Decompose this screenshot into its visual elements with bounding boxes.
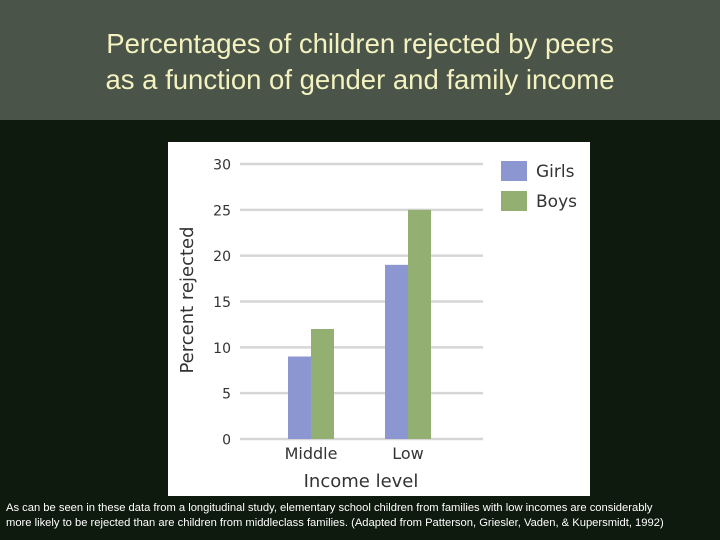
- grid-lines: [240, 162, 483, 441]
- legend-swatch-girls: [501, 161, 527, 181]
- x-tick-label: Low: [392, 444, 424, 463]
- legend-swatch-boys: [501, 191, 527, 211]
- y-tick-label: 30: [213, 158, 231, 174]
- y-tick-label: 5: [222, 387, 231, 403]
- legend-label-boys: Boys: [536, 192, 577, 212]
- slide-title: Percentages of children rejected by peer…: [0, 26, 720, 98]
- y-tick-label: 0: [222, 433, 231, 449]
- x-axis-label: Income level: [304, 471, 419, 492]
- bars: [288, 209, 431, 439]
- y-tick-label: 10: [213, 341, 231, 357]
- caption-line-2: more likely to be rejected than are chil…: [6, 517, 664, 529]
- bar-boys-middle: [311, 329, 334, 439]
- bar-boys-low: [408, 209, 431, 439]
- y-axis-label: Percent rejected: [177, 226, 198, 373]
- y-tick-label: 20: [213, 249, 231, 265]
- caption: As can be seen in these data from a long…: [6, 501, 718, 531]
- legend-label-girls: Girls: [536, 162, 575, 182]
- bar-girls-low: [385, 264, 408, 439]
- x-tick-labels: Middle Low: [285, 444, 424, 463]
- y-tick-label: 25: [213, 203, 231, 219]
- title-line-2: as a function of gender and family incom…: [105, 64, 615, 95]
- y-tick-labels: 0 5 10 15 20 25 30: [213, 158, 231, 449]
- title-band: [0, 0, 720, 120]
- bar-girls-middle: [288, 356, 311, 439]
- legend: Girls Boys: [501, 161, 577, 212]
- y-tick-label: 15: [213, 295, 231, 311]
- caption-line-1: As can be seen in these data from a long…: [6, 502, 653, 514]
- x-tick-label: Middle: [285, 444, 338, 463]
- title-line-1: Percentages of children rejected by peer…: [106, 28, 614, 59]
